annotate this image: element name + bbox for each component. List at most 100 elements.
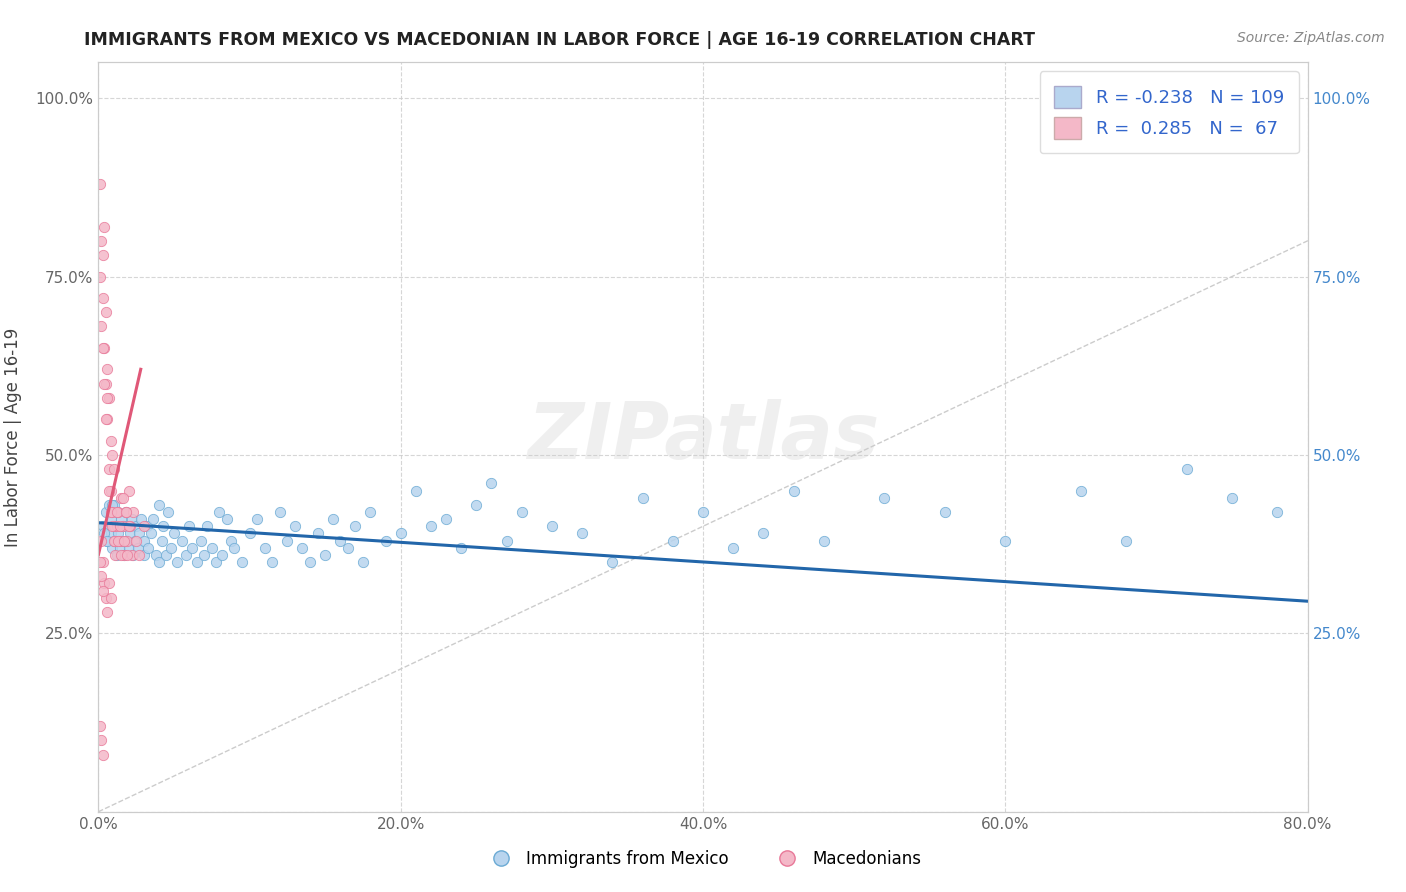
Point (128, 548, 150, 562)
Point (166, 555, 188, 569)
Point (253, 541, 276, 555)
Point (181, 541, 204, 555)
Point (122, 505, 145, 519)
Point (108, 519, 131, 533)
Point (103, 519, 125, 533)
Point (120, 526, 142, 541)
Point (111, 491, 134, 505)
Point (120, 519, 142, 533)
Point (360, 505, 382, 519)
Point (112, 548, 135, 562)
Point (93, 341, 115, 355)
Legend: R = -0.238   N = 109, R =  0.285   N =  67: R = -0.238 N = 109, R = 0.285 N = 67 (1040, 71, 1299, 153)
Point (224, 541, 246, 555)
Point (405, 483, 427, 498)
Point (179, 519, 201, 533)
Point (105, 505, 128, 519)
Point (114, 505, 136, 519)
Point (107, 505, 129, 519)
Point (208, 505, 231, 519)
Point (91, 341, 114, 355)
Point (540, 519, 562, 533)
Point (127, 541, 149, 555)
Point (1175, 462, 1198, 476)
Point (103, 533, 125, 548)
Point (170, 533, 193, 548)
Point (103, 462, 125, 476)
Point (94, 376, 117, 391)
Point (873, 491, 896, 505)
Point (118, 541, 141, 555)
Point (101, 541, 124, 555)
Point (336, 541, 359, 555)
Point (174, 548, 197, 562)
Point (141, 526, 163, 541)
Point (118, 519, 141, 533)
Point (813, 533, 835, 548)
Point (481, 476, 503, 491)
Point (602, 555, 624, 569)
Point (205, 555, 228, 569)
Point (299, 555, 322, 569)
Point (103, 533, 125, 548)
Point (110, 491, 132, 505)
Point (108, 533, 131, 548)
Point (450, 541, 472, 555)
Point (783, 483, 806, 498)
Point (122, 548, 145, 562)
Point (89, 719, 111, 733)
Point (91, 519, 114, 533)
Point (98, 483, 121, 498)
Point (994, 533, 1017, 548)
Point (107, 533, 129, 548)
Point (155, 548, 177, 562)
Point (96, 533, 118, 548)
Point (96, 362, 118, 376)
Point (148, 555, 170, 569)
Point (108, 541, 131, 555)
Point (89, 177, 111, 191)
Point (374, 533, 396, 548)
Point (190, 533, 212, 548)
Point (112, 533, 135, 548)
Point (90, 569, 112, 583)
Point (100, 434, 122, 448)
Point (495, 533, 517, 548)
Point (115, 533, 138, 548)
Point (91, 555, 114, 569)
Point (201, 541, 224, 555)
Point (136, 541, 159, 555)
Point (420, 519, 443, 533)
Point (195, 519, 218, 533)
Point (465, 498, 488, 512)
Point (231, 555, 253, 569)
Point (1220, 491, 1243, 505)
Point (148, 498, 170, 512)
Point (98, 462, 121, 476)
Point (239, 526, 262, 541)
Point (389, 526, 412, 541)
Point (110, 512, 132, 526)
Point (96, 391, 118, 405)
Point (89, 555, 111, 569)
Point (307, 526, 329, 541)
Point (111, 519, 134, 533)
Point (103, 498, 125, 512)
Point (510, 505, 533, 519)
Point (105, 519, 128, 533)
Point (129, 512, 152, 526)
Point (114, 505, 136, 519)
Point (93, 576, 115, 591)
Point (160, 541, 183, 555)
Point (90, 733, 112, 747)
Point (100, 483, 122, 498)
Point (1115, 533, 1137, 548)
Point (121, 548, 143, 562)
Point (571, 526, 593, 541)
Point (93, 376, 115, 391)
Point (100, 591, 122, 605)
Point (186, 555, 208, 569)
Point (110, 548, 132, 562)
Text: ZIPatlas: ZIPatlas (527, 399, 879, 475)
Point (91, 583, 114, 598)
